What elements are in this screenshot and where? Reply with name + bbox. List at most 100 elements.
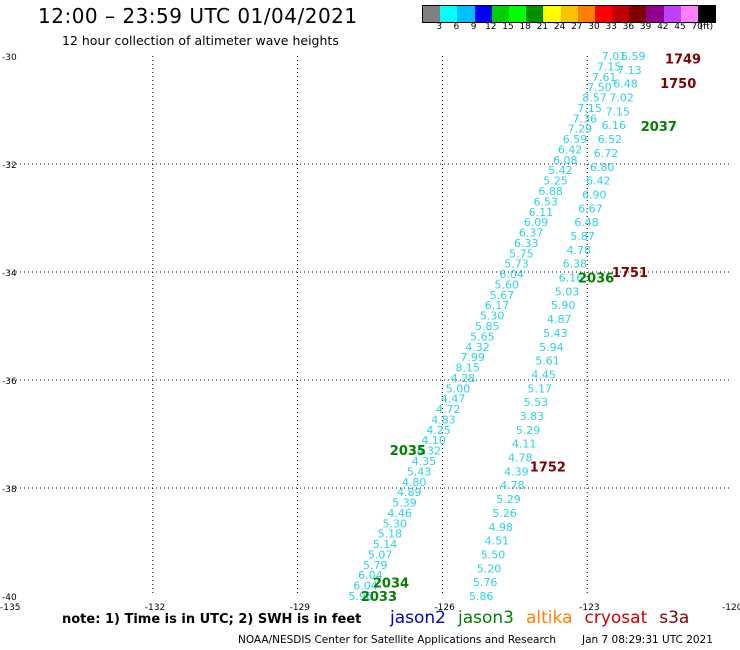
color-legend-label: 6 [453,22,460,32]
wave-height-value: 5.50 [481,548,506,561]
color-swatch [543,6,561,22]
latitude-label: -30 [2,53,17,63]
color-swatch [646,6,664,22]
pass-time-label: 1751 [612,266,648,281]
wave-height-value: 4.87 [547,313,572,326]
longitude-label: -129 [290,603,311,613]
wave-height-value: 6.17 [485,299,510,312]
wave-height-value: 4.80 [402,476,427,489]
wave-height-value: 5.17 [527,382,552,395]
units-note: note: 1) Time is in UTC; 2) SWH is in fe… [62,612,362,627]
latitude-label: -34 [2,269,17,279]
wave-height-value: 5.90 [551,299,576,312]
wave-height-value: 6.04 [353,580,378,593]
wave-height-value: 5.14 [373,538,398,551]
wave-height-value: 4.78 [566,244,591,257]
wave-height-value: 4.47 [441,393,466,406]
wave-height-value: 5.29 [496,493,521,506]
color-swatch [457,6,475,22]
color-legend-label: 18 [519,22,531,32]
wave-height-value: 5.76 [473,576,498,589]
wave-height-value: 6.52 [598,133,623,146]
wave-height-points: 7.017.157.617.508.577.157.367.296.596.42… [348,50,645,603]
wave-height-value: 7.01 [602,50,627,63]
wave-height-value: 6.08 [553,154,578,167]
wave-height-value: 5.65 [470,330,495,343]
pass-time-label: 2035 [390,444,426,459]
color-legend-label: 45 [674,22,686,32]
color-swatch [508,6,527,22]
wave-height-value: 5.39 [392,497,417,510]
color-swatch [612,6,630,22]
wave-height-value: 6.37 [519,227,544,240]
color-legend-label: 70 [691,22,703,32]
longitude-label: -126 [434,603,455,613]
color-legend-bar [422,5,717,23]
color-swatch [663,6,681,22]
satellite-legend-item: altika [526,608,573,628]
satellite-legend-item: s3a [659,608,690,628]
wave-height-value: 5.43 [543,327,568,340]
generated-timestamp: Jan 7 08:29:31 UTC 2021 [582,634,713,646]
wave-height-value: 4.78 [508,452,532,465]
credit-text: NOAA/NESDIS Center for Satellite Applica… [238,634,556,646]
wave-height-value: 7.15 [577,102,602,115]
latitude-label: -36 [2,377,17,387]
longitude-label: -120 [722,603,740,613]
wave-height-value: 7.36 [573,112,598,125]
wave-height-value: 5.85 [475,320,500,333]
latitude-label: -40 [2,593,17,603]
page-title: 12:00 – 23:59 UTC 01/04/2021 [38,4,358,28]
color-swatch [680,6,698,22]
wave-height-value: 5.03 [555,285,580,298]
wave-height-value: 6.11 [529,206,554,219]
wave-height-value: 5.30 [382,517,407,530]
wave-height-value: 7.50 [587,81,612,94]
wave-height-value: 7.61 [592,71,617,84]
color-swatch [577,6,595,22]
wave-height-value: 6.72 [594,147,619,160]
color-legend-label: 24 [553,22,566,32]
wave-height-value: 6.42 [586,175,611,188]
wave-height-value: 6.09 [524,216,549,229]
wave-height-value: 6.90 [582,188,607,201]
wave-height-value: 4.89 [397,486,422,499]
wave-height-value: 6.42 [558,143,583,156]
satellite-legend-item: cryosat [584,608,648,628]
color-swatch [526,6,544,22]
wave-height-value: 6.16 [602,119,627,132]
wave-height-value: 6.33 [514,237,539,250]
wave-height-value: 6.59 [563,133,588,146]
pass-time-label: 2037 [641,120,677,135]
longitude-label: -123 [579,603,599,613]
wave-height-value: 5.42 [548,164,573,177]
wave-height-value: 4.78 [500,479,525,492]
wave-height-value: 6.53 [534,195,559,208]
page-subtitle: 12 hour collection of altimeter wave hei… [62,33,339,48]
wave-height-value: 7.15 [605,105,630,118]
color-legend-label: (ft) [699,22,714,32]
wave-height-value: 5.25 [543,175,568,188]
wave-height-value: 8.15 [456,362,481,375]
pass-time-label: 2033 [361,590,397,605]
wave-height-value: 5.87 [570,230,595,243]
color-legend-label: 30 [588,22,600,32]
wave-height-value: 4.46 [387,507,412,520]
longitude-label: -135 [0,603,20,613]
color-legend-label: 12 [485,22,497,32]
color-legend-label: 42 [657,22,669,32]
wave-height-value: 5.30 [480,310,505,323]
wave-height-value: 5.53 [524,396,549,409]
wave-height-value: 7.29 [568,123,593,136]
pass-time-label: 2034 [373,577,409,592]
wave-height-value: 5.26 [492,507,517,520]
color-legend-labels: 3 6 9 12 15 18 21 24 27 30 33 36 39 42 45 70 (ft) [422,22,740,36]
wave-height-value: 4.32 [417,445,442,458]
color-swatch [698,6,716,22]
wave-height-value: 4.39 [504,465,529,478]
wave-height-value: 4.10 [421,434,446,447]
color-legend-label: 3 [436,22,443,32]
wave-height-value: 8.57 [582,92,607,105]
latitude-label: -38 [2,485,17,495]
